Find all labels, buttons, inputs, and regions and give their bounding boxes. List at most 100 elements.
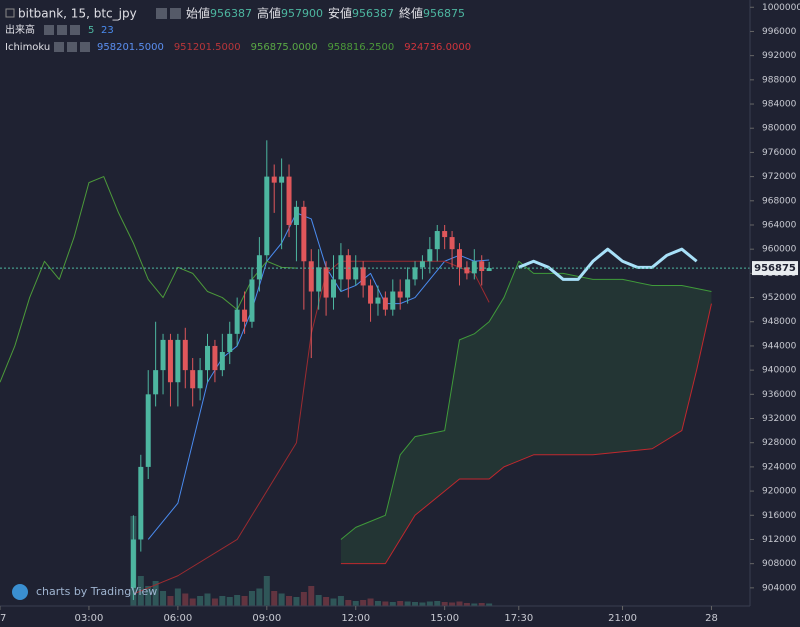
icon[interactable]	[57, 25, 67, 35]
high-value: 957900	[281, 7, 323, 20]
volume-bar	[189, 598, 196, 606]
icon[interactable]	[44, 25, 54, 35]
volume-bar	[315, 595, 322, 606]
symbol: bitbank, 15, btc_jpy	[18, 7, 137, 21]
candle-body	[456, 249, 462, 268]
low-label: 安値	[328, 6, 352, 21]
volume-bar	[204, 593, 211, 606]
icon[interactable]	[70, 25, 80, 35]
candle-body	[219, 351, 225, 371]
open-label: 始値	[186, 6, 210, 21]
volume-bar	[426, 601, 433, 606]
volume-bar	[241, 596, 248, 606]
candle-body	[301, 206, 307, 262]
cloud	[340, 261, 712, 564]
y-tick-label: 952000	[762, 293, 797, 303]
volume-bar	[456, 601, 463, 606]
volume-bar	[397, 601, 404, 606]
indicator-value: 958201.5000	[97, 42, 164, 53]
volume-bar	[308, 586, 315, 606]
candle-body	[182, 339, 188, 371]
volume-bar	[367, 598, 374, 606]
icon[interactable]	[54, 42, 64, 52]
candle-body	[138, 466, 144, 540]
x-tick-label: 15:00	[430, 613, 459, 624]
volume-bar	[441, 602, 448, 606]
y-tick-label: 924000	[762, 462, 797, 472]
indicator-value: 951201.5000	[174, 42, 241, 53]
volume-bar	[478, 603, 485, 606]
volume-bar	[248, 591, 255, 606]
volume-bar	[256, 588, 263, 606]
axes: 904000 908000 912000 916000 920000 924000 9280…	[0, 3, 800, 624]
open-value: 956387	[210, 7, 252, 20]
indicator-line	[340, 260, 712, 540]
candle-body	[293, 206, 299, 225]
candle-body	[427, 249, 433, 262]
last-price-label: 956875	[754, 263, 796, 274]
y-tick-label: 972000	[762, 172, 797, 182]
candle-body	[330, 279, 336, 298]
y-tick-label: 968000	[762, 196, 797, 206]
candle-body	[175, 339, 181, 383]
x-tick-label: 06:00	[163, 613, 192, 624]
candle-body	[405, 279, 411, 298]
volume-bar	[389, 602, 396, 606]
volume-bar	[219, 596, 226, 606]
y-tick-label: 940000	[762, 366, 797, 376]
candle-body	[197, 370, 203, 389]
icon[interactable]	[80, 42, 90, 52]
candle-body	[434, 231, 440, 250]
low-value: 956387	[352, 7, 394, 20]
volume-bar	[263, 576, 270, 606]
candle-body	[368, 285, 374, 304]
candle-body	[167, 339, 173, 383]
indicator-label: Ichimoku	[5, 42, 50, 53]
icon[interactable]	[170, 8, 181, 19]
candle-body	[190, 370, 196, 389]
icon[interactable]	[67, 42, 77, 52]
candle-body	[279, 176, 285, 183]
candle-body	[390, 291, 396, 310]
x-tick-label: 17:30	[504, 613, 533, 624]
volume-bar	[345, 600, 352, 606]
volume-bar	[211, 598, 218, 606]
volume-bar	[152, 581, 159, 606]
candle-body	[234, 309, 240, 334]
volume-bar	[463, 603, 470, 606]
volume-bar	[145, 586, 152, 606]
y-tick-label: 964000	[762, 220, 797, 230]
volume-bar	[404, 601, 411, 606]
y-tick-label: 976000	[762, 148, 797, 158]
volume-label: 出来高	[5, 23, 35, 36]
candle-body	[316, 267, 322, 292]
candle-body	[360, 267, 366, 286]
volume-bar	[271, 591, 278, 606]
close-label: 終値	[399, 6, 423, 21]
candle-body	[264, 176, 270, 256]
y-tick-label: 948000	[762, 317, 797, 327]
y-tick-label: 916000	[762, 511, 797, 521]
y-tick-label: 944000	[762, 341, 797, 351]
volume-bar	[486, 603, 493, 606]
y-tick-label: 928000	[762, 438, 797, 448]
x-tick-label: 27	[0, 613, 6, 624]
y-tick-label: 936000	[762, 390, 797, 400]
y-tick-label: 904000	[762, 583, 797, 593]
volume-bar	[412, 602, 419, 606]
last-price-box	[752, 261, 798, 276]
watermark-text: charts by TradingView	[36, 585, 157, 598]
logo	[12, 584, 28, 600]
icon[interactable]	[156, 8, 167, 19]
volume-bar	[330, 598, 337, 606]
volume-bar	[352, 601, 359, 606]
volume-bar	[167, 596, 174, 606]
icon	[5, 8, 15, 18]
y-tick-label: 984000	[762, 100, 797, 110]
header: bitbank, 15, btc_jpy 始値 956387 高値 957900…	[5, 6, 471, 54]
x-tick-label: 12:00	[341, 613, 370, 624]
y-tick-label: 920000	[762, 487, 797, 497]
volume-bar	[374, 601, 381, 606]
candle-body	[471, 261, 477, 274]
